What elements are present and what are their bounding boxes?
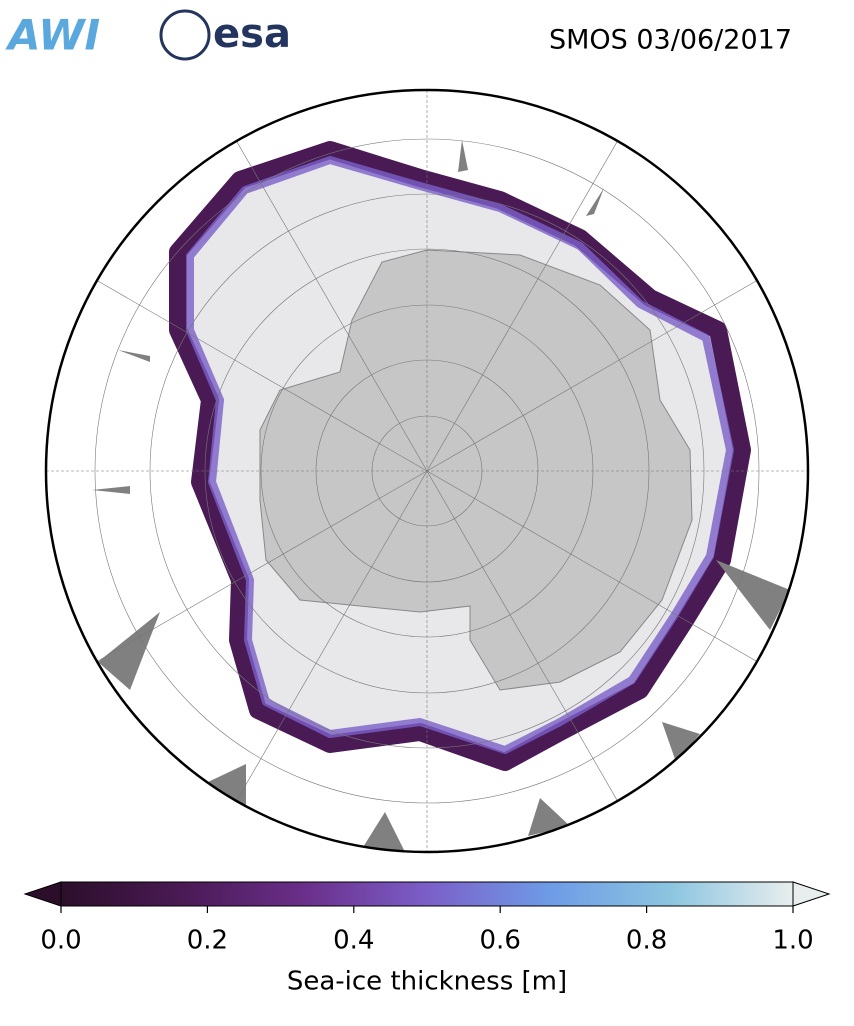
graticule: [46, 90, 808, 852]
colorbar-extend-low: [23, 881, 62, 907]
map: [46, 90, 808, 852]
colorbar-tick-label: 0.6: [480, 926, 521, 956]
esa-logo-mark: [159, 9, 211, 61]
colorbar-tick-label: 0.2: [187, 926, 228, 956]
colorbar-extend-high: [792, 881, 831, 907]
esa-logo: esa: [213, 11, 291, 57]
awi-logo: AWI: [5, 11, 100, 60]
map-frame: [44, 88, 810, 854]
colorbar-tick-label: 0.4: [333, 926, 374, 956]
sea-ice-edge: [186, 156, 734, 754]
antarctica: [259, 249, 693, 691]
colorbar-tick-label: 0.0: [40, 926, 81, 956]
colorbar: 0.0 0.2 0.4 0.6 0.8 1.0: [23, 881, 831, 956]
colorbar-tick-label: 0.8: [626, 926, 667, 956]
meridian: [96, 280, 758, 662]
colorbar-tick-label: 1.0: [772, 926, 813, 956]
colorbar-gradient: [60, 881, 794, 907]
map-title: SMOS 03/06/2017: [549, 25, 792, 56]
colorbar-label: Sea-ice thickness [m]: [287, 967, 567, 997]
icebergs: [92, 140, 790, 852]
